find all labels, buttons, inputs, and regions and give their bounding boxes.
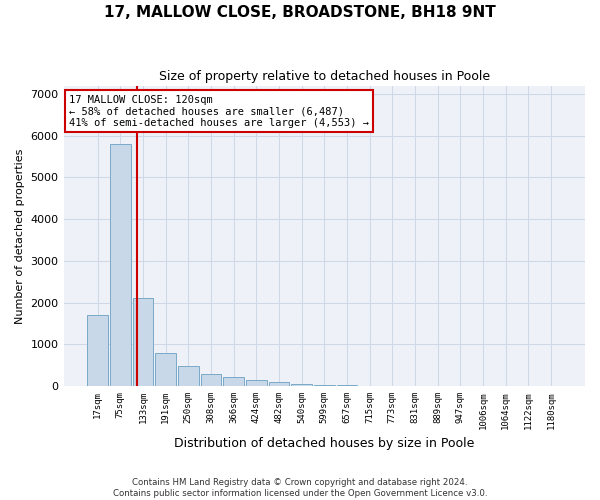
Text: Contains HM Land Registry data © Crown copyright and database right 2024.
Contai: Contains HM Land Registry data © Crown c… — [113, 478, 487, 498]
Bar — [110, 144, 131, 386]
Bar — [269, 382, 289, 386]
Title: Size of property relative to detached houses in Poole: Size of property relative to detached ho… — [159, 70, 490, 83]
Bar — [223, 376, 244, 386]
Bar — [178, 366, 199, 386]
Bar — [246, 380, 267, 386]
Text: 17, MALLOW CLOSE, BROADSTONE, BH18 9NT: 17, MALLOW CLOSE, BROADSTONE, BH18 9NT — [104, 5, 496, 20]
Y-axis label: Number of detached properties: Number of detached properties — [15, 148, 25, 324]
Text: 17 MALLOW CLOSE: 120sqm
← 58% of detached houses are smaller (6,487)
41% of semi: 17 MALLOW CLOSE: 120sqm ← 58% of detache… — [69, 94, 369, 128]
Bar — [291, 384, 312, 386]
Bar — [155, 353, 176, 386]
Bar — [314, 385, 335, 386]
Bar — [87, 315, 108, 386]
Bar — [200, 374, 221, 386]
Bar — [133, 298, 154, 386]
X-axis label: Distribution of detached houses by size in Poole: Distribution of detached houses by size … — [174, 437, 475, 450]
